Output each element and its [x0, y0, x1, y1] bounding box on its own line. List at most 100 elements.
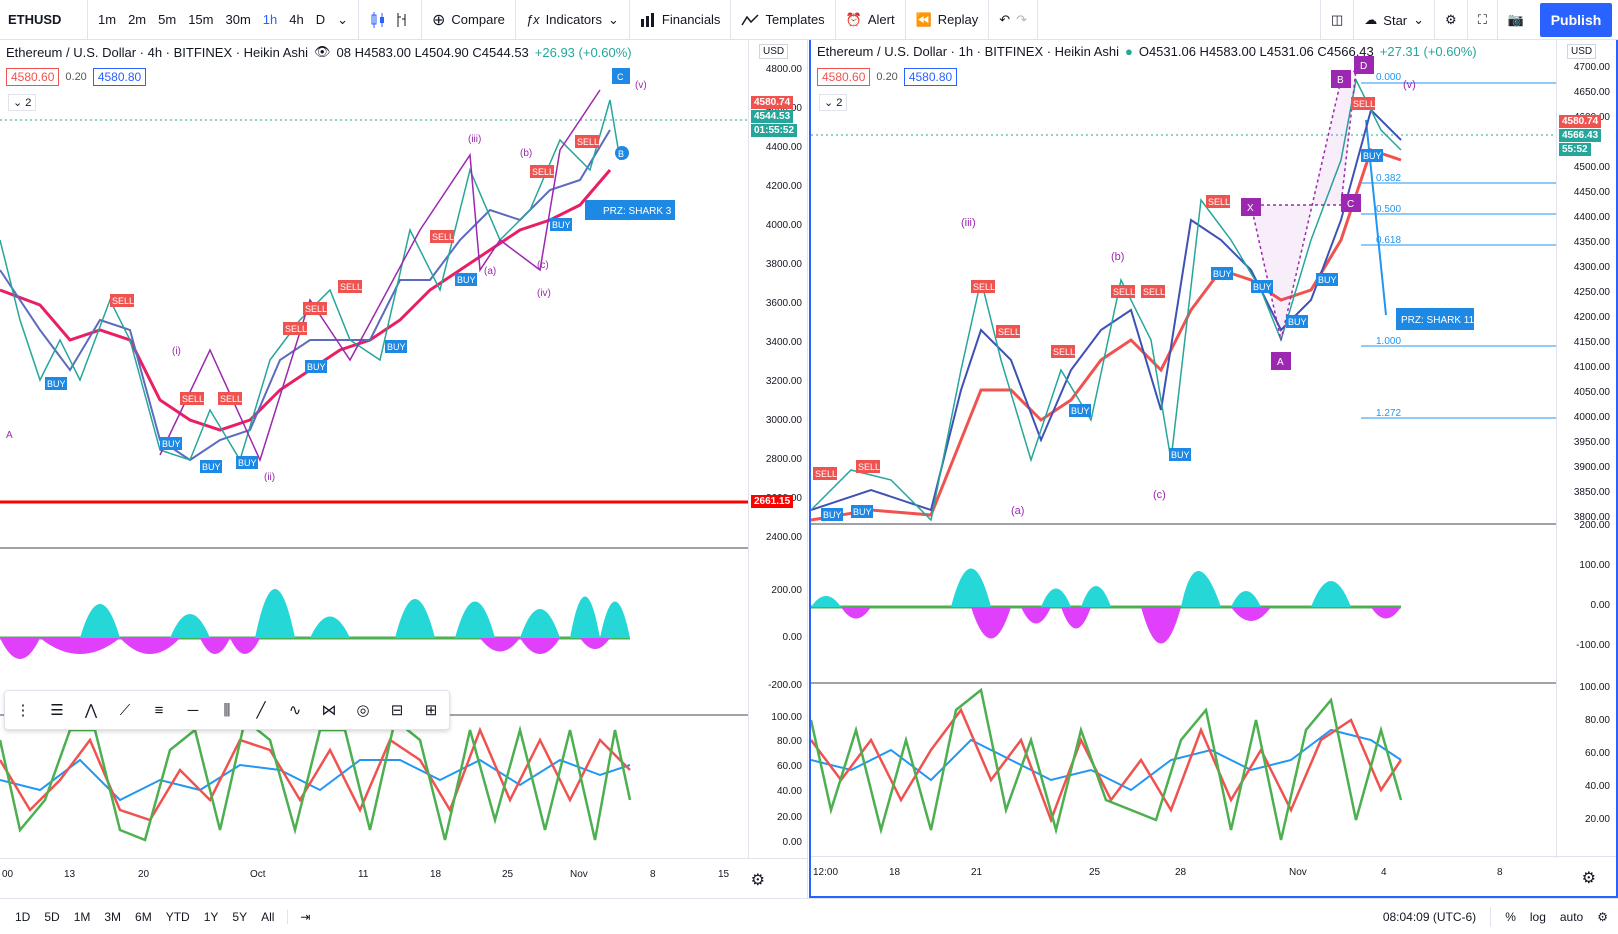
right-chart-pane[interactable]: 0.000 0.382 0.500 0.618 1.000 1.272 PRZ:… — [809, 40, 1618, 898]
interval-d[interactable]: D — [315, 12, 326, 27]
snapshot-button[interactable]: 📷 — [1496, 0, 1534, 40]
bars-pattern-icon[interactable]: ⫼ — [223, 701, 231, 719]
interval-30m[interactable]: 30m — [225, 12, 251, 27]
range-3m[interactable]: 3M — [104, 909, 122, 924]
fib-retracement[interactable] — [1361, 82, 1556, 419]
gear-icon[interactable]: ⚙ — [1581, 870, 1596, 887]
percent-toggle[interactable]: % — [1505, 909, 1516, 924]
range-ytd[interactable]: YTD — [165, 909, 190, 924]
redo-icon[interactable]: ↷ — [1016, 11, 1028, 27]
svg-text:SELL: SELL — [998, 327, 1020, 337]
gear-icon[interactable]: ⚙ — [750, 872, 765, 889]
indicators-label: Indicators — [545, 12, 602, 27]
time-label: Nov — [1289, 867, 1307, 878]
left-time-axis[interactable]: 00 13 20 Oct 11 18 25 Nov 8 15 ⚙ — [0, 858, 807, 898]
pattern-icon[interactable]: ⋀ — [84, 702, 98, 719]
interval-2m[interactable]: 2m — [128, 12, 147, 27]
log-toggle[interactable]: log — [1529, 909, 1546, 924]
range-6m[interactable]: 6M — [135, 909, 152, 924]
left-close-label: 4544.53 — [751, 110, 794, 123]
right-currency-button[interactable]: USD — [1567, 44, 1597, 59]
interval-4h[interactable]: 4h — [289, 12, 304, 27]
svg-text:SELL: SELL — [973, 282, 995, 292]
drag-handle-icon[interactable]: ⋮ — [15, 702, 31, 719]
right-sell-price-button[interactable]: 4580.60 — [817, 68, 871, 86]
replay-button[interactable]: ⏪ Replay — [906, 0, 990, 40]
prz-shark11-box[interactable] — [1396, 308, 1474, 330]
interval-1m[interactable]: 1m — [98, 12, 117, 27]
svg-text:BUY: BUY — [1071, 406, 1090, 416]
right-chart-canvas[interactable]: 0.000 0.382 0.500 0.618 1.000 1.272 PRZ:… — [811, 40, 1556, 858]
trendline-icon[interactable]: ⟋ — [119, 701, 131, 719]
horizontal-lines-icon[interactable]: ☰ — [50, 702, 64, 719]
chart-type-bars-button[interactable] — [359, 0, 423, 40]
left-chart-pane[interactable]: BUY BUY BUY BUY BUY BUY BUY BUY SELL SEL… — [0, 40, 808, 898]
chevron-down-icon: ⌄ — [1413, 12, 1425, 27]
publish-button[interactable]: Publish — [1540, 3, 1612, 37]
fib-icon[interactable]: ≡ — [154, 701, 164, 719]
svg-text:BUY: BUY — [1363, 151, 1382, 161]
prz-shark3-box[interactable] — [585, 200, 675, 220]
fullscreen-button[interactable]: ⛶ — [1466, 0, 1497, 40]
fib-1-label: 1.000 — [1376, 336, 1401, 347]
layout-name-button[interactable]: ☁ Star ⌄ — [1353, 0, 1434, 40]
circle-icon[interactable]: ◎ — [356, 702, 370, 719]
compare-button[interactable]: ⊕ Compare — [422, 0, 516, 40]
auto-toggle[interactable]: auto — [1559, 909, 1584, 924]
left-price-scale[interactable]: USD 4800.00 4600.00 4400.00 4200.00 4000… — [748, 40, 807, 858]
left-sell-price-button[interactable]: 4580.60 — [6, 68, 60, 86]
left-legend[interactable]: Ethereum / U.S. Dollar · 4h · BITFINEX ·… — [6, 44, 632, 60]
indicators-button[interactable]: ƒx Indicators ⌄ — [516, 0, 630, 40]
range-1m[interactable]: 1M — [73, 909, 91, 924]
interval-1h[interactable]: 1h — [262, 12, 278, 27]
chevron-down-icon[interactable]: ⌄ — [337, 11, 349, 27]
right-change: +27.31 (+0.60%) — [1379, 44, 1477, 59]
range-all[interactable]: All — [261, 909, 275, 924]
wave-b-label: (b) — [1111, 251, 1124, 263]
position-icon[interactable]: ⊟ — [390, 702, 404, 719]
price-tick: 3900.00 — [1573, 462, 1610, 473]
symbol-search[interactable]: ETHUSD — [0, 0, 88, 40]
range-5y[interactable]: 5Y — [232, 909, 248, 924]
settings-button[interactable]: ⚙ — [1434, 0, 1467, 40]
wave-icon[interactable]: ∿ — [288, 702, 302, 719]
xabcd-icon[interactable]: ⋈ — [321, 702, 337, 719]
price-tick: 4200.00 — [765, 181, 802, 192]
layout-button[interactable]: ◫ — [1320, 0, 1353, 40]
range-1y[interactable]: 1Y — [203, 909, 219, 924]
line-icon[interactable]: ╱ — [256, 702, 266, 719]
left-buy-price-button[interactable]: 4580.80 — [92, 68, 147, 86]
time-label: 8 — [650, 869, 656, 880]
gear-icon[interactable]: ⚙ — [1597, 909, 1608, 924]
range-icon[interactable]: ⊞ — [424, 702, 438, 719]
left-collapse-button[interactable]: ⌄ 2 — [8, 94, 37, 111]
left-currency-button[interactable]: USD — [759, 44, 789, 59]
goto-date-icon[interactable]: ⇥ — [287, 909, 317, 924]
svg-text:BUY: BUY — [1213, 269, 1232, 279]
range-1d[interactable]: 1D — [15, 909, 31, 924]
range-5d[interactable]: 5D — [44, 909, 60, 924]
svg-text:SELL: SELL — [815, 469, 837, 479]
left-chart-canvas[interactable]: BUY BUY BUY BUY BUY BUY BUY BUY SELL SEL… — [0, 40, 748, 858]
undo-button[interactable]: ↶ ↷ — [989, 0, 1039, 40]
right-price-scale[interactable]: USD 4700.00 4650.00 4600.00 4500.00 4450… — [1556, 40, 1616, 858]
fib-1272-label: 1.272 — [1376, 408, 1401, 419]
right-legend[interactable]: Ethereum / U.S. Dollar · 1h · BITFINEX ·… — [817, 44, 1477, 59]
osc2-tick: 40.00 — [1584, 781, 1610, 792]
svg-text:SELL: SELL — [1208, 197, 1230, 207]
harmonic-d-label: D — [1360, 61, 1367, 72]
function-icon: ƒx — [525, 12, 540, 27]
horizontal-ray-icon[interactable]: ─ — [187, 701, 199, 719]
interval-15m[interactable]: 15m — [188, 12, 214, 27]
right-time-axis[interactable]: 12:00 18 21 25 28 Nov 4 8 ⚙ — [811, 856, 1616, 896]
right-collapse-button[interactable]: ⌄ 2 — [819, 94, 848, 111]
right-buy-price-button[interactable]: 4580.80 — [903, 68, 958, 86]
left-trade-box: 4580.60 0.20 4580.80 — [6, 68, 147, 86]
clock-label[interactable]: 08:04:09 (UTC-6) — [1382, 909, 1477, 924]
eye-icon[interactable]: 👁 — [313, 44, 331, 59]
alert-button[interactable]: ⏰ Alert — [836, 0, 906, 40]
financials-button[interactable]: Financials — [630, 0, 732, 40]
templates-button[interactable]: Templates — [731, 0, 836, 40]
interval-5m[interactable]: 5m — [158, 12, 177, 27]
time-label: Oct — [250, 869, 266, 880]
